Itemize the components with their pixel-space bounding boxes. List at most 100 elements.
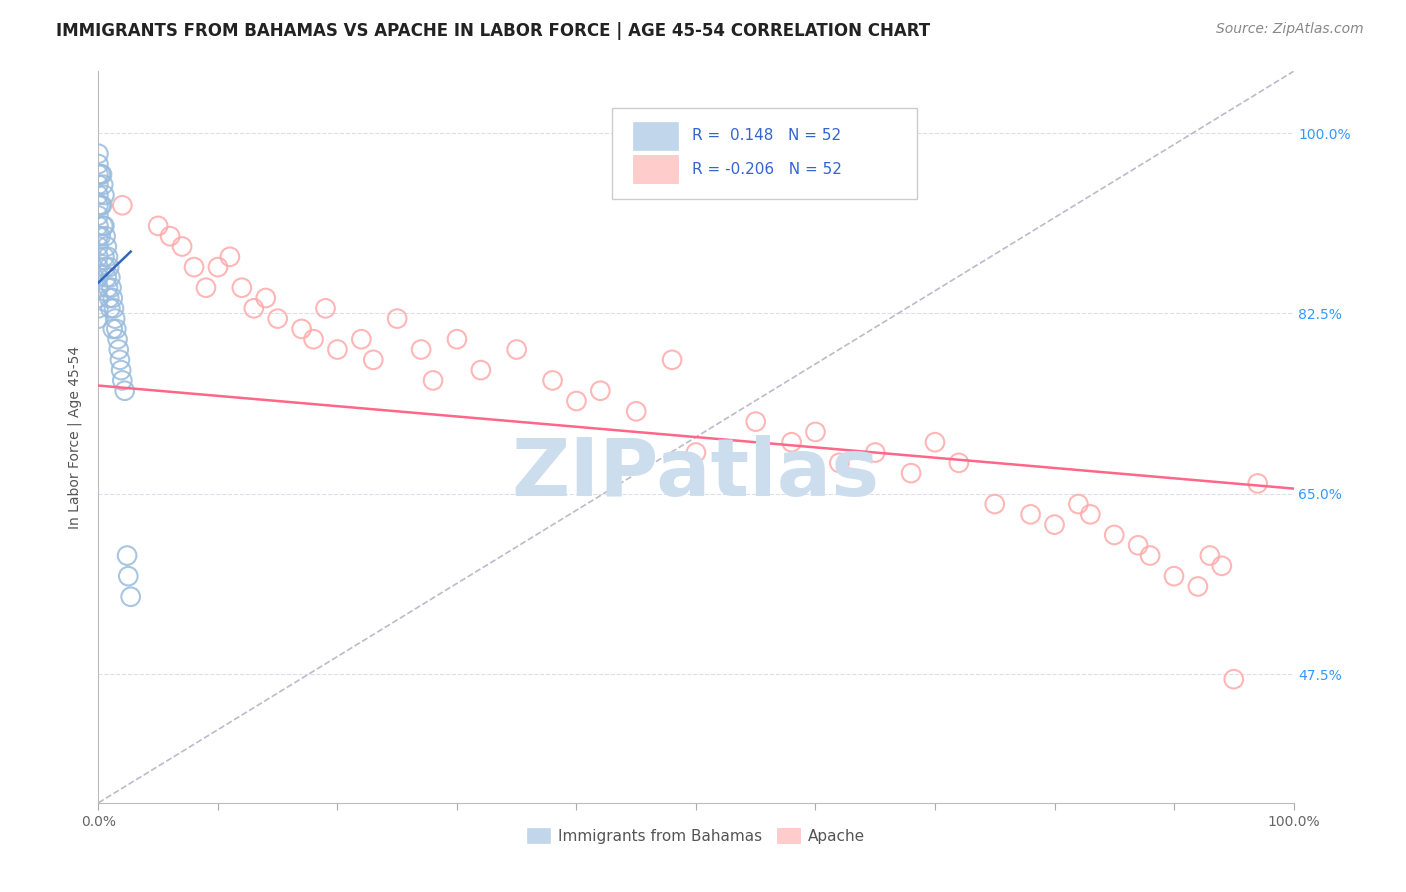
Point [363,352,385,367]
Point [159,229,181,244]
Point [87,178,110,192]
Text: Source: ZipAtlas.com: Source: ZipAtlas.com [1216,22,1364,37]
Legend: Immigrants from Bahamas, Apache: Immigrants from Bahamas, Apache [522,822,870,850]
Point [87,198,110,212]
Point [1199,549,1222,563]
Point [745,415,768,429]
Point [87,250,110,264]
Point [948,456,970,470]
Point [120,590,142,604]
Point [100,281,122,295]
Point [98,291,121,305]
Point [107,343,129,357]
Point [104,311,127,326]
Point [103,301,125,316]
Point [91,198,114,212]
Point [97,281,120,295]
Point [565,394,588,409]
Point [1104,528,1126,542]
Point [1247,476,1270,491]
Text: IMMIGRANTS FROM BAHAMAS VS APACHE IN LABOR FORCE | AGE 45-54 CORRELATION CHART: IMMIGRANTS FROM BAHAMAS VS APACHE IN LAB… [56,22,931,40]
Point [685,445,707,459]
Point [87,229,110,244]
Point [1139,549,1161,563]
Point [219,250,242,264]
Point [90,167,112,181]
Point [87,311,110,326]
Point [87,281,110,295]
Point [87,157,110,171]
Point [350,332,373,346]
Point [1128,538,1150,552]
Point [98,260,121,274]
Point [589,384,612,398]
Point [541,373,564,387]
Point [385,311,409,326]
Point [780,435,803,450]
Point [828,456,851,470]
Point [87,167,110,181]
Point [87,219,110,233]
Point [87,239,110,253]
Point [900,466,922,480]
Point [661,352,683,367]
FancyBboxPatch shape [633,155,678,183]
Point [195,281,218,295]
Point [114,384,136,398]
Point [291,322,314,336]
Text: R = -0.206   N = 52: R = -0.206 N = 52 [692,161,842,177]
Point [1211,558,1233,573]
Point [97,250,120,264]
Point [87,146,110,161]
Point [91,178,114,192]
Point [243,301,266,316]
Point [804,425,827,439]
Point [865,445,887,459]
Point [1019,508,1042,522]
Point [1067,497,1090,511]
Point [107,332,129,346]
Point [87,291,110,305]
Point [105,322,128,336]
Point [94,229,117,244]
Point [93,219,115,233]
Point [183,260,205,274]
Point [98,301,122,316]
Point [93,250,115,264]
Point [422,373,444,387]
Point [90,198,112,212]
Point [101,322,124,336]
Point [1080,508,1102,522]
Point [411,343,433,357]
Point [267,311,290,326]
Point [87,260,110,274]
Point [924,435,946,450]
Point [87,188,110,202]
Point [326,343,349,357]
Point [87,209,110,223]
Point [254,291,277,305]
Point [626,404,648,418]
Point [101,291,124,305]
Point [93,188,115,202]
Point [117,569,139,583]
Y-axis label: In Labor Force | Age 45-54: In Labor Force | Age 45-54 [67,345,82,529]
FancyBboxPatch shape [613,108,917,200]
Text: R =  0.148   N = 52: R = 0.148 N = 52 [692,128,842,144]
Point [506,343,529,357]
Point [1043,517,1066,532]
Text: ZIPatlas: ZIPatlas [512,434,880,513]
Point [111,198,134,212]
Point [111,373,134,387]
Point [1223,672,1246,686]
Point [110,363,132,377]
Point [98,270,122,285]
Point [1187,579,1209,593]
Point [207,260,229,274]
Point [96,239,118,253]
Point [172,239,194,253]
Point [90,229,112,244]
FancyBboxPatch shape [633,122,678,150]
Point [96,270,118,285]
Point [984,497,1007,511]
